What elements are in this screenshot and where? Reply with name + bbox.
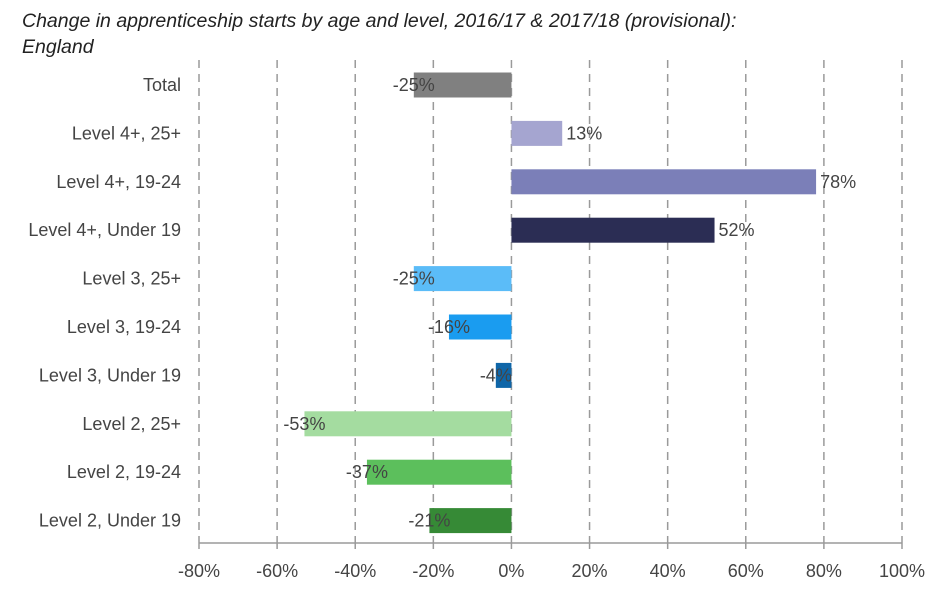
category-label: Level 2, 25+ [82,414,181,434]
data-label: -37% [346,462,388,482]
category-label: Total [143,75,181,95]
bar [429,508,512,534]
x-tick-label: -60% [256,561,298,581]
data-label: 13% [566,123,602,143]
chart-title: Change in apprenticeship starts by age a… [22,8,902,60]
bar [448,314,512,340]
category-label: Level 3, 19-24 [67,317,181,337]
bar [495,362,512,388]
category-label: Level 4+, 19-24 [56,172,181,192]
x-tick-label: 60% [728,561,764,581]
x-tick-label: 100% [879,561,925,581]
category-label: Level 3, 25+ [82,269,181,289]
category-label: Level 2, 19-24 [67,462,181,482]
chart-title-line-1: Change in apprenticeship starts by age a… [22,10,737,32]
data-label: -25% [393,75,435,95]
bar [511,217,715,243]
chart-title-line-2: England [22,36,94,58]
x-tick-label: 40% [650,561,686,581]
category-label: Level 2, Under 19 [39,511,181,531]
category-label: Level 4+, 25+ [72,123,181,143]
x-tick-label: -20% [412,561,454,581]
x-tick-label: 80% [806,561,842,581]
data-label: -4% [480,365,512,385]
data-label: 78% [820,172,856,192]
category-label: Level 3, Under 19 [39,365,181,385]
bar [511,169,817,195]
bar [304,411,512,437]
x-tick-label: 0% [498,561,524,581]
x-tick-label: -40% [334,561,376,581]
bar [511,120,563,146]
bar [366,459,512,485]
data-label: -25% [393,269,435,289]
category-label: Level 4+, Under 19 [28,220,181,240]
bar [413,72,512,98]
data-label: -53% [283,414,325,434]
data-label: 52% [719,220,755,240]
data-label: -16% [428,317,470,337]
bar [413,266,512,292]
x-tick-label: 20% [572,561,608,581]
data-label: -21% [408,511,450,531]
x-tick-label: -80% [178,561,220,581]
